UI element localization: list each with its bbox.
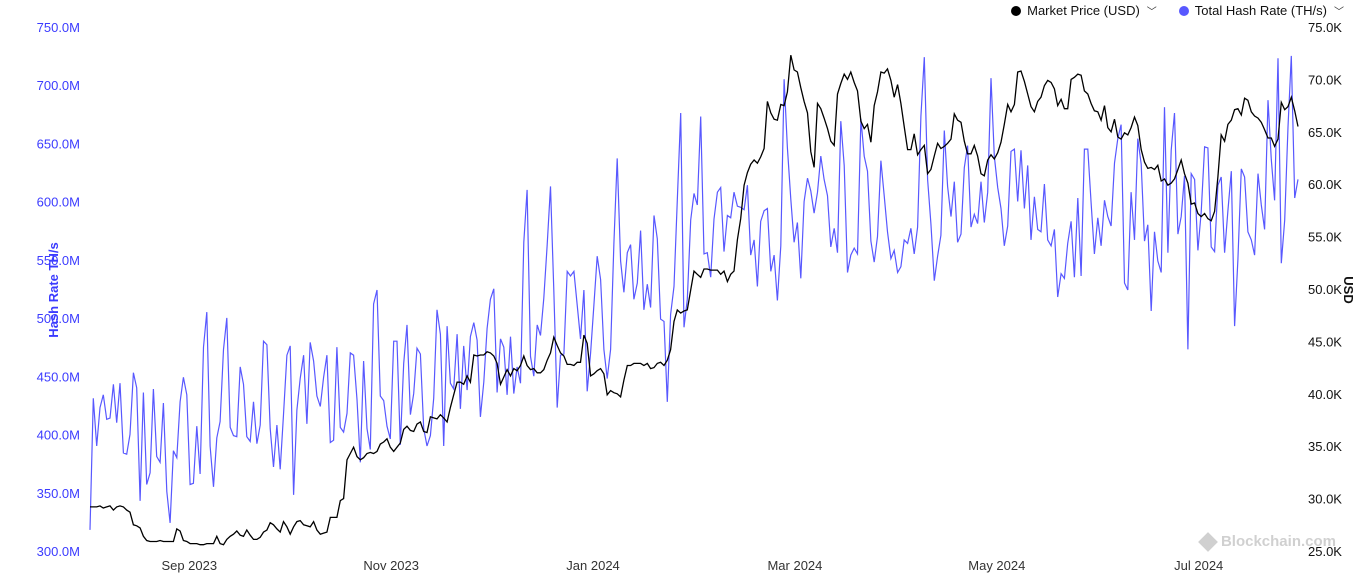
legend-item-market-price[interactable]: Market Price (USD) ﹀ xyxy=(1011,3,1157,18)
svg-text:Jan 2024: Jan 2024 xyxy=(566,558,620,573)
chevron-down-icon: ﹀ xyxy=(1147,3,1157,18)
svg-text:25.0K: 25.0K xyxy=(1308,544,1342,559)
svg-text:45.0K: 45.0K xyxy=(1308,334,1342,349)
svg-text:Sep 2023: Sep 2023 xyxy=(161,558,217,573)
chart-svg: 300.0M350.0M400.0M450.0M500.0M550.0M600.… xyxy=(0,0,1368,580)
svg-text:750.0M: 750.0M xyxy=(37,20,80,35)
legend-label: Market Price (USD) xyxy=(1027,3,1140,18)
svg-text:30.0K: 30.0K xyxy=(1308,492,1342,507)
legend-dot-blue xyxy=(1179,6,1189,16)
svg-text:350.0M: 350.0M xyxy=(37,486,80,501)
dual-axis-chart: Market Price (USD) ﹀ Total Hash Rate (TH… xyxy=(0,0,1368,580)
y-left-axis-label: Hash Rate TH/s xyxy=(46,242,61,337)
svg-text:Jul 2024: Jul 2024 xyxy=(1174,558,1223,573)
svg-text:650.0M: 650.0M xyxy=(37,136,80,151)
svg-text:35.0K: 35.0K xyxy=(1308,439,1342,454)
svg-text:May 2024: May 2024 xyxy=(968,558,1025,573)
svg-text:75.0K: 75.0K xyxy=(1308,20,1342,35)
chevron-down-icon: ﹀ xyxy=(1334,3,1344,18)
svg-text:300.0M: 300.0M xyxy=(37,544,80,559)
svg-text:600.0M: 600.0M xyxy=(37,195,80,210)
svg-text:Nov 2023: Nov 2023 xyxy=(363,558,419,573)
legend-item-hash-rate[interactable]: Total Hash Rate (TH/s) ﹀ xyxy=(1179,3,1344,18)
chart-legend: Market Price (USD) ﹀ Total Hash Rate (TH… xyxy=(1011,3,1344,18)
svg-text:Mar 2024: Mar 2024 xyxy=(767,558,822,573)
svg-text:65.0K: 65.0K xyxy=(1308,125,1342,140)
svg-text:60.0K: 60.0K xyxy=(1308,177,1342,192)
svg-text:50.0K: 50.0K xyxy=(1308,282,1342,297)
svg-text:700.0M: 700.0M xyxy=(37,78,80,93)
y-right-axis-label: USD xyxy=(1341,276,1356,303)
svg-text:400.0M: 400.0M xyxy=(37,428,80,443)
svg-text:55.0K: 55.0K xyxy=(1308,230,1342,245)
legend-dot-black xyxy=(1011,6,1021,16)
svg-text:40.0K: 40.0K xyxy=(1308,387,1342,402)
svg-text:70.0K: 70.0K xyxy=(1308,72,1342,87)
svg-text:450.0M: 450.0M xyxy=(37,369,80,384)
legend-label: Total Hash Rate (TH/s) xyxy=(1195,3,1327,18)
